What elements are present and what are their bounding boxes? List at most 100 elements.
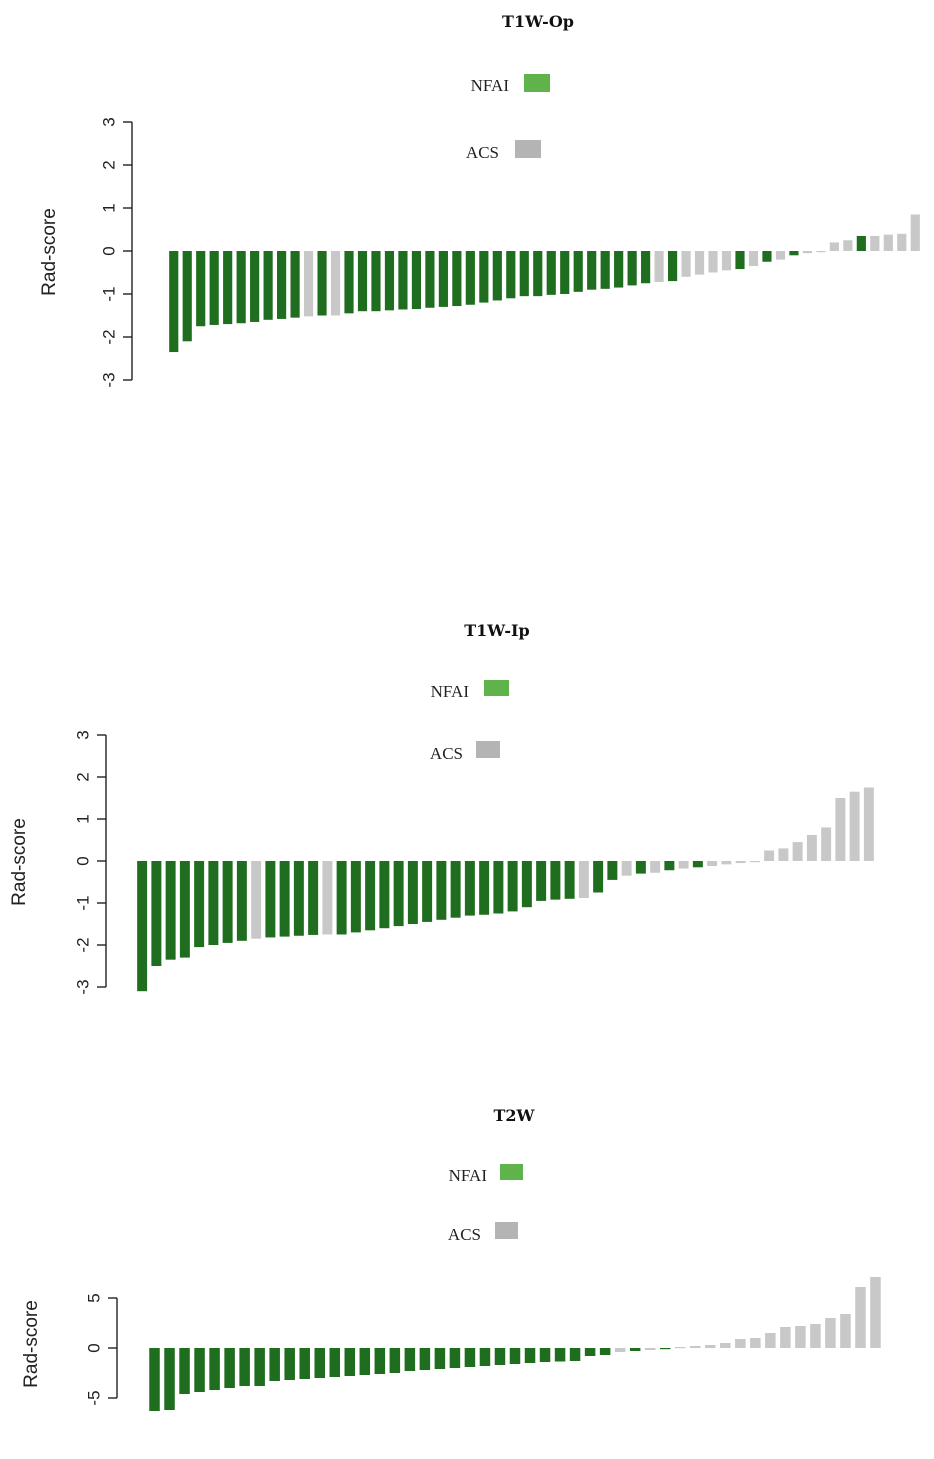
- bar-nfai: [641, 251, 651, 284]
- bar-acs: [778, 848, 789, 861]
- bar-nfai: [856, 235, 866, 251]
- bar-nfai: [554, 1348, 566, 1362]
- bar-nfai: [539, 1348, 551, 1362]
- bar-acs: [322, 861, 333, 935]
- bar-nfai: [164, 1348, 175, 1410]
- y-tick-label: 5: [84, 1293, 103, 1302]
- bar-nfai: [398, 251, 408, 310]
- bar-acs: [678, 861, 689, 869]
- bar-nfai: [374, 1348, 386, 1374]
- y-axis-label: Rad-score: [21, 1300, 42, 1388]
- bar-series: [137, 787, 874, 992]
- bar-nfai: [344, 251, 354, 314]
- panel-title: T1W-Ip: [464, 621, 529, 640]
- y-tick-label: -2: [73, 937, 92, 952]
- bar-nfai: [419, 1348, 431, 1370]
- legend-swatch-nfai: [524, 74, 550, 92]
- bar-nfai: [627, 251, 637, 286]
- bar-nfai: [546, 251, 556, 295]
- bar-nfai: [411, 251, 422, 310]
- y-tick-label: -2: [99, 329, 118, 344]
- bar-nfai: [569, 1348, 581, 1361]
- bar-nfai: [614, 251, 624, 288]
- bar-nfai: [692, 861, 703, 868]
- bar-acs: [816, 251, 826, 253]
- bar-nfai: [208, 861, 219, 945]
- bar-nfai: [336, 861, 347, 935]
- bar-acs: [614, 1348, 626, 1352]
- bar-nfai: [573, 251, 583, 292]
- bar-nfai: [314, 1348, 325, 1378]
- bar-acs: [802, 251, 812, 254]
- y-tick-label: 0: [84, 1343, 103, 1352]
- y-axis: -3 -2 -1 0 1 2 3: [73, 730, 107, 995]
- bar-nfai: [224, 1348, 235, 1388]
- bar-acs: [689, 1346, 701, 1348]
- bar-nfai: [464, 861, 475, 916]
- bar-nfai: [422, 861, 433, 922]
- bar-nfai: [450, 861, 461, 918]
- y-tick-label: 1: [99, 203, 118, 212]
- y-tick-label: -1: [73, 895, 92, 910]
- bar-acs: [303, 251, 314, 317]
- bar-nfai: [449, 1348, 461, 1368]
- bar-acs: [910, 214, 920, 251]
- panel-title: T2W: [493, 1106, 535, 1125]
- bar-nfai: [519, 251, 529, 297]
- bar-nfai: [494, 1348, 506, 1365]
- y-tick-label: 3: [73, 730, 92, 739]
- bar-nfai: [492, 251, 502, 301]
- bar-nfai: [393, 861, 404, 927]
- bar-nfai: [365, 861, 376, 931]
- bar-acs: [792, 842, 803, 861]
- legend-label-acs: ACS: [448, 1225, 481, 1244]
- bar-nfai: [521, 861, 532, 908]
- bar-acs: [843, 240, 853, 251]
- panel-t1w-op: T1W-Op NFAI ACS -3 -2 -1 0 1 2 3 Rad-score: [39, 12, 920, 388]
- legend-label-nfai: NFAI: [449, 1166, 488, 1185]
- bar-series: [149, 1277, 881, 1411]
- bar-nfai: [438, 251, 448, 307]
- bar-nfai: [593, 861, 604, 893]
- y-axis-label: Rad-score: [9, 818, 30, 906]
- bar-nfai: [379, 861, 390, 929]
- bar-nfai: [452, 251, 462, 307]
- bar-nfai: [479, 861, 490, 915]
- bar-nfai: [293, 861, 304, 936]
- bar-acs: [621, 861, 632, 876]
- bar-acs: [821, 827, 832, 861]
- bar-nfai: [479, 1348, 491, 1366]
- panel-t1w-ip: T1W-Ip NFAI ACS -3 -2 -1 0 1 2 3 Rad-score: [9, 621, 874, 995]
- bar-nfai: [137, 861, 148, 992]
- bar-nfai: [584, 1348, 596, 1356]
- bar-nfai: [735, 251, 745, 270]
- bar-nfai: [564, 861, 575, 899]
- bar-nfai: [635, 861, 646, 874]
- bar-acs: [681, 251, 691, 277]
- y-axis-label: Rad-score: [39, 208, 60, 296]
- bar-nfai: [436, 861, 447, 920]
- bar-nfai: [344, 1348, 356, 1376]
- bar-nfai: [464, 1348, 476, 1367]
- bar-acs: [749, 861, 760, 863]
- bar-nfai: [550, 861, 561, 900]
- bar-nfai: [299, 1348, 310, 1379]
- bar-nfai: [254, 1348, 265, 1386]
- bar-nfai: [308, 861, 319, 935]
- y-tick-label: -5: [84, 1390, 103, 1405]
- bar-acs: [835, 798, 846, 861]
- bar-nfai: [560, 251, 570, 294]
- bar-nfai: [151, 861, 162, 966]
- legend-label-nfai: NFAI: [431, 682, 470, 701]
- bar-nfai: [389, 1348, 401, 1373]
- bar-acs: [870, 235, 880, 251]
- bar-acs: [720, 1343, 731, 1348]
- bar-acs: [705, 1345, 716, 1348]
- bar-nfai: [209, 1348, 220, 1390]
- bar-acs: [735, 1339, 746, 1348]
- bar-acs: [849, 791, 860, 861]
- bar-nfai: [762, 251, 772, 262]
- bar-acs: [840, 1314, 851, 1348]
- bar-nfai: [250, 251, 260, 322]
- bar-acs: [829, 242, 839, 251]
